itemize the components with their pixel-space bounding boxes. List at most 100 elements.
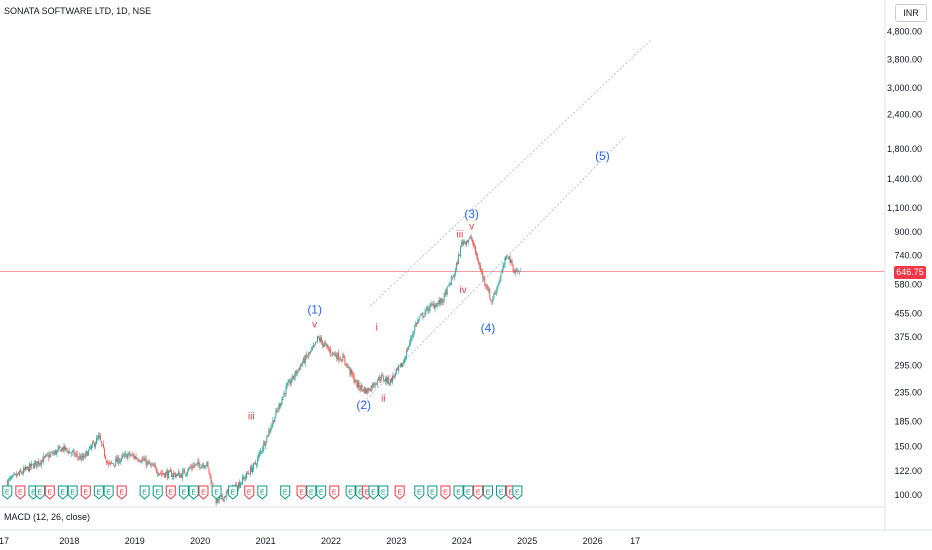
wave-label[interactable]: iii [457,229,464,240]
earnings-event-marker[interactable]: E [188,485,199,500]
candle-body [312,345,314,348]
candle-body [277,409,279,411]
candle-body [391,378,392,383]
event-badge-label: E [515,490,520,497]
candle-body [419,317,421,319]
earnings-event-marker[interactable]: E [453,485,464,500]
wave-label[interactable]: iii [248,411,255,422]
candle-body [377,376,379,381]
wave-label[interactable]: (4) [481,321,496,335]
candle-body [256,464,258,466]
wave-label[interactable]: ii [381,394,385,405]
channel-line[interactable] [363,136,626,403]
candle-body [68,451,70,454]
event-badge-shape [198,485,209,500]
candle-body [493,293,495,299]
earnings-event-marker[interactable]: E [482,485,493,500]
earnings-event-marker[interactable]: E [227,485,238,500]
earnings-event-marker[interactable]: E [306,485,317,500]
earnings-event-marker[interactable]: E [165,485,176,500]
candle-body [412,334,414,338]
candle-body [70,453,72,455]
earnings-event-marker[interactable]: E [463,485,474,500]
earnings-event-marker[interactable]: E [368,485,379,500]
earnings-event-marker[interactable]: E [80,485,91,500]
candle-body [179,472,181,478]
earnings-event-marker[interactable]: E [103,485,114,500]
earnings-event-marker[interactable]: E [345,485,356,500]
earnings-event-marker[interactable]: E [280,485,291,500]
earnings-event-marker[interactable]: E [211,485,222,500]
wave-label[interactable]: (3) [464,207,479,221]
wave-label[interactable]: (1) [307,303,322,317]
earnings-event-marker[interactable]: E [44,485,55,500]
candle-body [153,465,155,467]
candle-body [499,279,501,283]
candle-body [188,467,190,471]
candle-body [173,473,174,477]
earnings-event-marker[interactable]: E [329,485,340,500]
candle-body [145,458,147,466]
price-tick-label: 235.00 [894,388,922,398]
earnings-event-marker[interactable]: E [378,485,389,500]
currency-button[interactable]: INR [895,4,927,22]
earnings-event-marker[interactable]: E [512,485,523,500]
candle-body [409,342,411,346]
earnings-event-marker[interactable]: E [316,485,327,500]
candle-body [300,364,302,366]
wave-label[interactable]: (5) [595,149,610,163]
earnings-event-marker[interactable]: E [34,485,45,500]
earnings-event-marker[interactable]: E [296,485,307,500]
candle-body [160,472,162,474]
candle-body [156,471,158,474]
macd-indicator-label[interactable]: MACD (12, 26, close) [4,512,91,522]
earnings-event-marker[interactable]: E [57,485,68,500]
earnings-event-marker[interactable]: E [2,485,13,500]
earnings-event-marker[interactable]: E [414,485,425,500]
earnings-event-marker[interactable]: E [496,485,507,500]
earnings-event-marker[interactable]: E [257,485,268,500]
wave-label[interactable]: (2) [356,398,371,412]
earnings-event-marker[interactable]: E [440,485,451,500]
candle-body [304,355,306,364]
event-badge-label: E [309,490,314,497]
channel-line[interactable] [369,39,652,307]
earnings-event-marker[interactable]: E [15,485,26,500]
earnings-event-marker[interactable]: E [427,485,438,500]
earnings-event-marker[interactable]: E [178,485,189,500]
candle-body [102,444,104,446]
event-badge-label: E [47,490,52,497]
candle-body [225,492,227,498]
earnings-event-marker[interactable]: E [139,485,150,500]
candle-body [435,305,437,307]
candle-body [516,270,518,272]
candle-body [301,362,303,366]
candle-body [27,466,28,468]
candle-body [325,342,327,345]
earnings-event-marker[interactable]: E [244,485,255,500]
event-badge-shape [368,485,379,500]
earnings-event-marker[interactable]: E [473,485,484,500]
event-badge-shape [329,485,340,500]
candle-body [123,455,125,457]
earnings-event-marker[interactable]: E [152,485,163,500]
earnings-event-marker[interactable]: E [93,485,104,500]
candle-body [174,472,175,474]
candle-body [169,470,170,472]
event-badge-label: E [142,490,147,497]
earnings-event-marker[interactable]: E [116,485,127,500]
candle-body [438,300,440,304]
earnings-event-marker[interactable]: E [67,485,78,500]
candle-body [389,378,391,384]
earnings-event-marker[interactable]: E [394,485,405,500]
candle-body [440,298,442,304]
candle-body [283,392,285,396]
candle-body [386,377,388,383]
wave-label[interactable]: v [469,221,474,232]
wave-label[interactable]: iv [459,285,466,296]
wave-label[interactable]: i [376,323,378,334]
earnings-event-marker[interactable]: E [198,485,209,500]
wave-label[interactable]: v [312,320,317,331]
candle-body [167,470,169,479]
